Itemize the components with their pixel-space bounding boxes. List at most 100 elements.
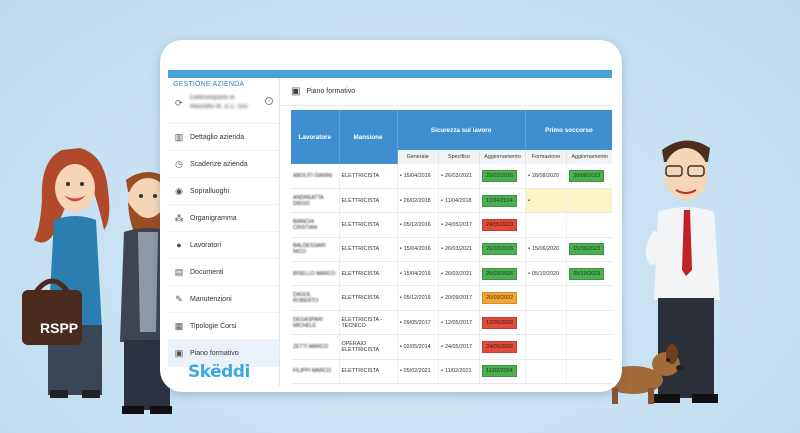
col-header-aggiornamento-ps[interactable]: Aggiornamento (566, 150, 612, 164)
sidebar-item-organigramma[interactable]: ⁂ Organigramma (168, 205, 279, 232)
aggiornamento-date[interactable]: 11/02/2024 (479, 359, 526, 385)
aggiornamento-ps-date[interactable]: 15/06/2023 (566, 237, 612, 263)
specifico-date[interactable]: ▪ 26/03/2021 (438, 261, 481, 287)
generale-date[interactable]: ▪ 05/02/2021 (397, 359, 439, 385)
formazione-date[interactable]: ▪ 05/10/2020 (525, 261, 568, 287)
aggiornamento-date[interactable]: 26/03/2026 (479, 237, 526, 263)
document-icon[interactable]: ▪ (527, 197, 531, 204)
document-icon[interactable]: ▪ (399, 221, 402, 228)
document-icon[interactable]: ▪ (399, 197, 402, 204)
document-icon[interactable]: ▪ (527, 270, 531, 277)
aggiornamento-ps-date[interactable] (566, 310, 612, 336)
col-header-lavoratore[interactable]: Lavoratore (291, 110, 340, 164)
specifico-date[interactable]: ▪ 24/05/2017 (438, 212, 481, 238)
generale-date[interactable]: ▪ 02/05/2014 (397, 334, 439, 360)
col-header-specifico[interactable]: Specifico (438, 150, 481, 164)
worker-name[interactable]: BISELLO MARCO (291, 261, 340, 287)
generale-date[interactable]: ▪ 26/02/2018 (397, 188, 439, 214)
formazione-date[interactable] (525, 334, 568, 360)
table-row[interactable]: ABOLITI GIANNI ELETTRICISTA ▪ 15/04/2016 ▪ 26… (291, 164, 612, 189)
table-row[interactable]: ANDREATTA DIEGO ELETTRICISTA ▪ 26/02/2018 ▪ 1… (291, 188, 612, 214)
aggiornamento-date[interactable]: 24/05/2022 (479, 334, 526, 360)
worker-name[interactable]: BIANCHI CRISTIAN (291, 212, 340, 238)
sidebar-item-lavoratori[interactable]: ● Lavoratori (168, 232, 279, 259)
aggiornamento-date[interactable]: 24/05/2023 (479, 212, 526, 238)
formazione-date[interactable] (525, 359, 568, 385)
worker-name[interactable]: ZETTI MARCO (291, 334, 340, 360)
aggiornamento-ps-date[interactable]: 05/10/2023 (566, 261, 612, 287)
table-row[interactable]: BISELLO MARCO ELETTRICISTA ▪ 15/04/2016 ▪ 26/… (291, 261, 612, 287)
aggiornamento-ps-date[interactable]: 28/08/2023 (566, 164, 612, 189)
refresh-icon[interactable]: ⟳ (175, 98, 183, 108)
generale-date[interactable]: ▪ 15/04/2016 (397, 261, 439, 287)
aggiornamento-ps-date[interactable] (566, 188, 612, 214)
document-icon[interactable]: ▪ (399, 343, 402, 350)
worker-name[interactable]: FILIPPI MARCO (291, 359, 340, 385)
worker-name[interactable]: BALDESSARI NICO (291, 237, 340, 263)
sidebar-item-scadenze-azienda[interactable]: ◷ Scadenze azienda (168, 151, 279, 178)
formazione-date[interactable] (525, 310, 568, 336)
document-icon[interactable]: ▪ (399, 319, 402, 326)
aggiornamento-date[interactable]: 20/09/2022 (479, 285, 526, 311)
document-icon[interactable]: ▪ (399, 270, 402, 277)
table-row[interactable]: FILIPPI MARCO ELETTRICISTA ▪ 05/02/2021 ▪ 11/… (291, 359, 612, 385)
aggiornamento-date[interactable]: 11/04/2024 (479, 188, 526, 214)
sidebar-item-piano-formativo[interactable]: ▣ Piano formativo (168, 340, 279, 367)
document-icon[interactable]: ▪ (399, 172, 402, 179)
table-row[interactable]: DEGASPARI MICHELE ELETTRICISTA - TECNICO ▪… (291, 310, 612, 336)
formazione-date[interactable]: ▪ (525, 188, 568, 214)
aggiornamento-date[interactable]: 12/05/2022 (479, 310, 526, 336)
sidebar-item-manutenzioni[interactable]: ✎ Manutenzioni (168, 286, 279, 313)
company-selector[interactable]: ⟳ Elettroimpianti di Mascetto M. & C. Sn… (168, 92, 279, 124)
formazione-date[interactable] (525, 212, 568, 238)
generale-date[interactable]: ▪ 15/04/2016 (397, 237, 439, 263)
formazione-date[interactable]: ▪ 15/06/2020 (525, 237, 568, 263)
info-icon[interactable]: i (265, 97, 273, 105)
specifico-date[interactable]: ▪ 11/04/2018 (438, 188, 481, 214)
col-header-mansione[interactable]: Mansione (339, 110, 398, 164)
document-icon[interactable]: ▪ (440, 343, 443, 350)
specifico-date[interactable]: ▪ 26/03/2021 (438, 164, 481, 189)
worker-name[interactable]: DEGASPARI MICHELE (291, 310, 340, 336)
table-row[interactable]: BALDESSARI NICO ELETTRICISTA ▪ 15/04/2016 ▪ 2… (291, 237, 612, 263)
document-icon[interactable]: ▪ (399, 246, 402, 253)
worker-name[interactable]: ABOLITI GIANNI (291, 164, 340, 189)
document-icon[interactable]: ▪ (440, 270, 443, 277)
specifico-date[interactable]: ▪ 11/02/2021 (438, 359, 481, 385)
generale-date[interactable]: ▪ 05/12/2016 (397, 285, 439, 311)
table-row[interactable]: DAGOL ROBERTO ELETTRICISTA ▪ 05/12/2016 ▪ 20/… (291, 285, 612, 311)
sidebar-item-documenti[interactable]: ▤ Documenti (168, 259, 279, 286)
document-icon[interactable]: ▪ (399, 295, 402, 302)
sidebar-item-dettaglio-azienda[interactable]: ▥ Dettaglio azienda (168, 124, 279, 151)
generale-date[interactable]: ▪ 15/04/2016 (397, 164, 439, 189)
document-icon[interactable]: ▪ (527, 246, 531, 253)
aggiornamento-date[interactable]: 26/03/2026 (479, 261, 526, 287)
document-icon[interactable]: ▪ (440, 319, 443, 326)
generale-date[interactable]: ▪ 09/05/2017 (397, 310, 439, 336)
worker-name[interactable]: ANDREATTA DIEGO (291, 188, 340, 214)
document-icon[interactable]: ▪ (440, 368, 443, 375)
document-icon[interactable]: ▪ (440, 246, 443, 253)
aggiornamento-ps-date[interactable] (566, 212, 612, 238)
document-icon[interactable]: ▪ (440, 221, 443, 228)
specifico-date[interactable]: ▪ 20/09/2017 (438, 285, 481, 311)
document-icon[interactable]: ▪ (440, 172, 443, 179)
aggiornamento-date[interactable]: 26/03/2026 (479, 164, 526, 189)
sidebar-item-tipologie-corsi[interactable]: ▦ Tipologie Corsi (168, 313, 279, 340)
col-header-aggiornamento[interactable]: Aggiornamento (479, 150, 526, 164)
document-icon[interactable]: ▪ (527, 172, 531, 179)
sidebar-item-sopralluoghi[interactable]: ◉ Sopralluoghi (168, 178, 279, 205)
col-header-generale[interactable]: Generale (397, 150, 439, 164)
document-icon[interactable]: ▪ (399, 368, 402, 375)
formazione-date[interactable] (525, 285, 568, 311)
specifico-date[interactable]: ▪ 24/05/2017 (438, 334, 481, 360)
specifico-date[interactable]: ▪ 26/03/2021 (438, 237, 481, 263)
formazione-date[interactable]: ▪ 28/08/2020 (525, 164, 568, 189)
specifico-date[interactable]: ▪ 12/05/2017 (438, 310, 481, 336)
col-header-formazione[interactable]: Formazione (525, 150, 568, 164)
aggiornamento-ps-date[interactable] (566, 334, 612, 360)
aggiornamento-ps-date[interactable] (566, 285, 612, 311)
worker-name[interactable]: DAGOL ROBERTO (291, 285, 340, 311)
table-row[interactable]: ZETTI MARCO OPERAIO ELETTRICISTA ▪ 02/05/20… (291, 334, 612, 360)
document-icon[interactable]: ▪ (440, 197, 443, 204)
